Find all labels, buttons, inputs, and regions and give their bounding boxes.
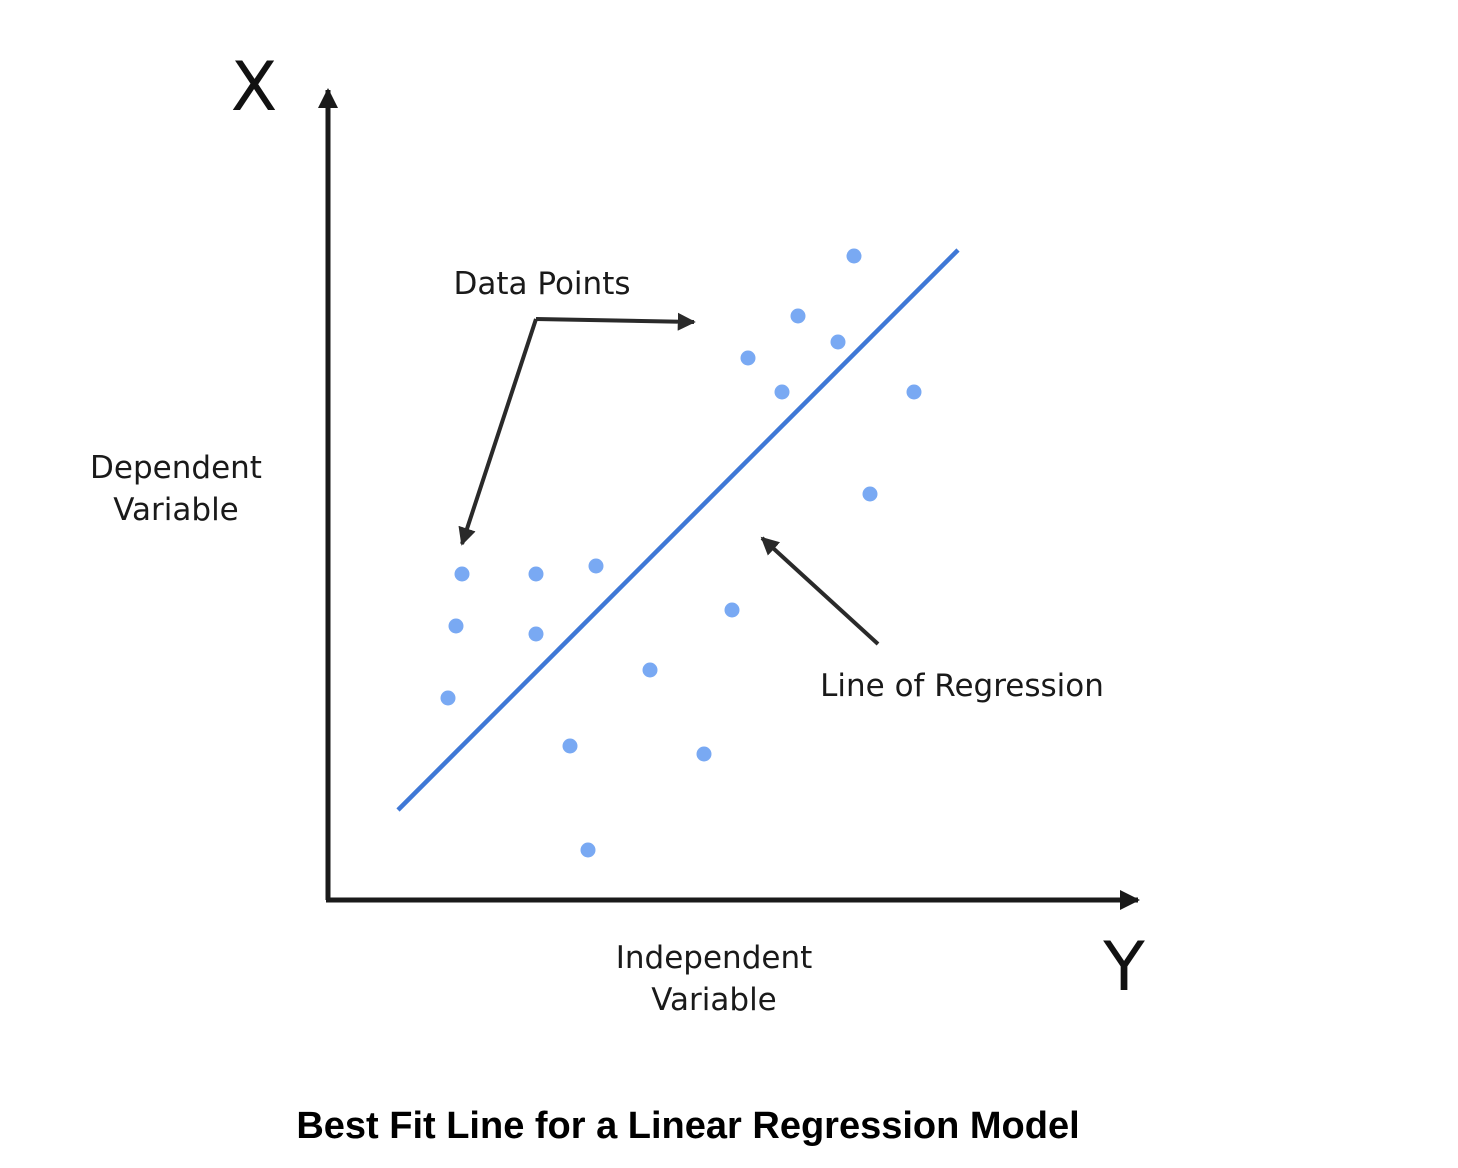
data-points-arrows (458, 312, 696, 546)
vertical-axis-letter: X (231, 48, 278, 127)
data-point (528, 626, 544, 642)
vertical-axis-label-line2: Variable (113, 492, 239, 528)
data-point (588, 558, 604, 574)
figure-caption: Best Fit Line for a Linear Regression Mo… (296, 1105, 1079, 1147)
vertical-axis-label: Dependent Variable (90, 450, 262, 528)
data-point (830, 334, 846, 350)
data-point (528, 566, 544, 582)
data-point (562, 738, 578, 754)
data-point (774, 384, 790, 400)
data-point (740, 350, 756, 366)
data-point (454, 566, 470, 582)
horizontal-axis-label: Independent Variable (616, 940, 813, 1018)
data-points-annotation: Data Points (454, 266, 631, 302)
data-point (642, 662, 658, 678)
regression-line (396, 248, 960, 812)
data-point (906, 384, 922, 400)
data-points (440, 248, 922, 858)
horizontal-axis-label-line1: Independent (616, 940, 813, 976)
line-of-regression-annotation: Line of Regression (820, 668, 1104, 704)
data-point (696, 746, 712, 762)
vertical-axis-label-line1: Dependent (90, 450, 262, 486)
data-point (580, 842, 596, 858)
line-of-regression-arrow (760, 536, 880, 646)
data-point (790, 308, 806, 324)
data-point (862, 486, 878, 502)
data-points-arrow-left (458, 318, 538, 546)
horizontal-axis-letter: Y (1102, 928, 1145, 1007)
data-point (440, 690, 456, 706)
data-point (846, 248, 862, 264)
data-point (448, 618, 464, 634)
horizontal-axis-label-line2: Variable (651, 982, 777, 1018)
data-point (724, 602, 740, 618)
data-points-arrow-right (535, 312, 696, 331)
